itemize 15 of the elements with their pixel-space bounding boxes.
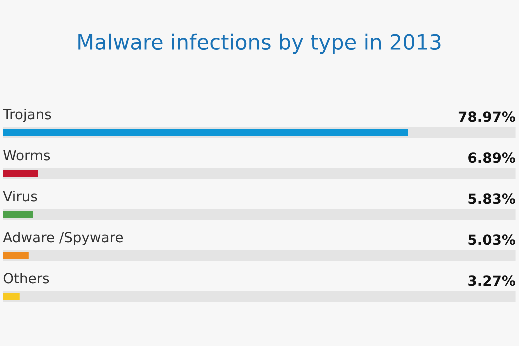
y-tick-label: Worms bbox=[4, 150, 50, 161]
y-tick-label: Others bbox=[4, 272, 50, 284]
data-label: 5.83% bbox=[468, 194, 516, 204]
data-label: 78.97% bbox=[458, 112, 516, 122]
bar bbox=[3, 293, 20, 300]
chart-title: Malware infections by type in 2013 bbox=[78, 34, 441, 54]
bar bbox=[3, 170, 38, 178]
y-tick-label: Adware /Spyware bbox=[3, 232, 124, 246]
bar bbox=[3, 252, 29, 260]
data-label: 6.89% bbox=[468, 152, 516, 164]
y-tick-label: Virus bbox=[3, 190, 38, 202]
bar bbox=[3, 211, 34, 218]
data-label: 5.03% bbox=[468, 234, 516, 246]
y-tick-label: Trojans bbox=[3, 108, 52, 122]
data-label: 3.27% bbox=[468, 276, 516, 286]
